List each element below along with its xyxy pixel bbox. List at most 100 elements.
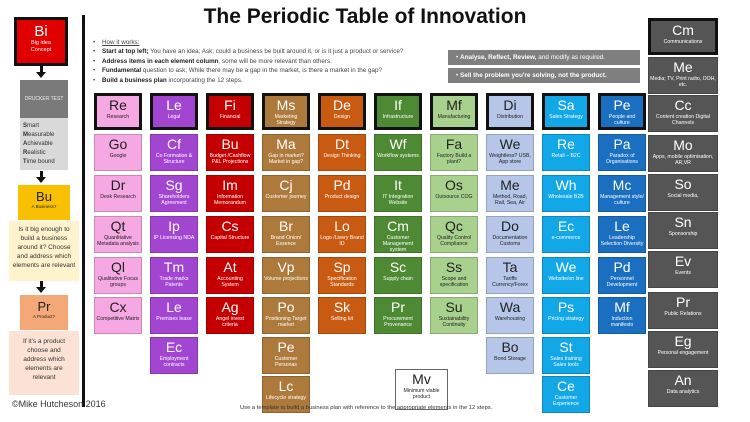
tile-cm: Cm Communications: [648, 18, 718, 55]
tile-tm: Tm Trade marks Patents: [150, 257, 198, 294]
footer-note: Use a template to build a business plan …: [240, 405, 493, 411]
tile-pe: Pe People and culture: [598, 93, 646, 130]
tile-fi: Fi Financial: [206, 93, 254, 130]
banner-analyse: • Analyse, Reflect, Review, and modify a…: [448, 50, 640, 65]
tile-pr: Pr Public Relations: [648, 292, 718, 329]
tile-cx: Cx Competitive Matrix: [94, 297, 142, 334]
tile-lc: Lc Lifecycle strategy: [262, 376, 310, 413]
tile-lo: Lo Logo /Livery Brand ID: [318, 216, 366, 253]
tile-cj: Cj Customer journey: [262, 175, 310, 212]
tile-bu: Bu Budget /Cashflow P&L Projections: [206, 134, 254, 171]
tile-cc: Cc Content creation Digital Channels: [648, 95, 718, 132]
business-note: Is it big enough to build a business aro…: [9, 221, 79, 281]
arrow-down-icon: [36, 72, 46, 78]
tile-pd: Pd Product design: [318, 175, 366, 212]
tile-mo: Mo Apps, mobile optimisation, AR,VR: [648, 135, 718, 172]
tile-wf: Wf Workflow systems: [374, 134, 422, 171]
tile-le: Le Leadership Selection Diversity: [598, 216, 646, 253]
tile-mf: Mf Induction manifesto: [598, 297, 646, 334]
drucker-item: Achievable: [23, 141, 53, 147]
tile-ps: Ps Pricing strategy: [542, 297, 590, 334]
drucker-smart-list: Smart Measurable Achievable Realistic Time b…: [20, 118, 68, 170]
tile-ce: Ce Customer Experience: [542, 376, 590, 413]
tile-ec: Ec e-commerce: [542, 216, 590, 253]
tile-pe: Pe Customer Personas: [262, 337, 310, 374]
tile-di: Di Distribution: [486, 93, 534, 130]
how-item: Address items in each element column, so…: [93, 57, 453, 67]
tile-sg: Sg Shareholders Agreement: [150, 175, 198, 212]
tile-so: So Social media,: [648, 174, 718, 211]
how-item: Start at top left; You have an idea; Ask…: [93, 47, 453, 57]
tile-an: An Data analytics: [648, 370, 718, 407]
how-item: Build a business plan incorporating the …: [93, 76, 453, 86]
tile-re: Re Retail – B2C: [542, 134, 590, 171]
tile-pd: Pd Personnel Development: [598, 257, 646, 294]
tile-pa: Pa Paradox of Organisations: [598, 134, 646, 171]
arrow-down-icon: [36, 287, 46, 293]
tile-sc: Sc Supply chain: [374, 257, 422, 294]
drucker-item: Time bound: [23, 159, 55, 165]
divider-line: [82, 15, 85, 407]
tile-we: We Weightless? USB, App store: [486, 134, 534, 171]
tile-sa: Sa Sales Strategy: [542, 93, 590, 130]
tile-su: Su Sustainability Continuity: [430, 297, 478, 334]
product-note: If it's a product choose and address whi…: [9, 331, 79, 395]
tile-it: It IT Integration Website: [374, 175, 422, 212]
tile-wh: Wh Wholesale B2B: [542, 175, 590, 212]
page-title: The Periodic Table of Innovation: [203, 5, 527, 28]
tile-ev: Ev Events: [648, 251, 718, 288]
tile-ss: Ss Scope and specification: [430, 257, 478, 294]
tile-at: At Accounting System: [206, 257, 254, 294]
drucker-item: Measurable: [23, 132, 55, 138]
how-heading: How it works:: [102, 39, 140, 46]
tile-mc: Mc Management style/ culture: [598, 175, 646, 212]
drucker-item: Realistic: [23, 150, 46, 156]
tile-cf: Cf Co Formation & Structure: [150, 134, 198, 171]
tile-ag: Ag Angel invest criteria: [206, 297, 254, 334]
tile-po: Po Positioning Target market: [262, 297, 310, 334]
business-tile: Bu A Business?: [18, 185, 70, 220]
drucker-test-header: DRUCKER TEST: [20, 80, 68, 118]
tile-le: Le Premises lease: [150, 297, 198, 334]
tile-st: St Sales training Sales tools: [542, 337, 590, 374]
tile-pr: Pr Procurement Provenance: [374, 297, 422, 334]
tile-fa: Fa Factory Build a plant?: [430, 134, 478, 171]
drucker-item: Smart: [23, 123, 40, 129]
tile-qc: Qc Quality Control Compliance: [430, 216, 478, 253]
tile-me: Me Method, Road, Rail, Sea, Air: [486, 175, 534, 212]
tile-qt: Qt Quantitative Metadata analysis: [94, 216, 142, 253]
tile-sn: Sn Sponsorship: [648, 212, 718, 249]
tile-le: Le Legal: [150, 93, 198, 130]
tile-os: Os Outsource COG: [430, 175, 478, 212]
tile-cs: Cs Capital Structure: [206, 216, 254, 253]
tile-ms: Ms Marketing Strategy: [262, 93, 310, 130]
tile-ma: Ma Gap in market? Market in gap?: [262, 134, 310, 171]
tile-re: Re Research: [94, 93, 142, 130]
tile-ta: Ta Tariffs Currency/Forex: [486, 257, 534, 294]
big-idea-tile: Bi Big idea Concept: [14, 17, 68, 66]
tile-sk: Sk Selling kit: [318, 297, 366, 334]
tile-me: Me Media; TV, Print radio, OOH, etc.: [648, 57, 718, 94]
tile-we: We Website/on line: [542, 257, 590, 294]
how-it-works: How it works: Start at top left; You hav…: [93, 38, 453, 85]
tile-dt: Dt Design Thinking: [318, 134, 366, 171]
product-tile: Pr A Product?: [20, 295, 68, 330]
tile-im: Im Information Memorandum: [206, 175, 254, 212]
tile-mv: Mv Minimum viable product: [395, 369, 448, 410]
tile-vp: Vp Volume projections: [262, 257, 310, 294]
tile-de: De Design: [318, 93, 366, 130]
tile-sp: Sp Specification Standards: [318, 257, 366, 294]
tile-br: Br Brand Onion/ Essence: [262, 216, 310, 253]
tile-cm: Cm Customer Management system: [374, 216, 422, 253]
tile-go: Go Google: [94, 134, 142, 171]
tile-ec: Ec Employment contracts: [150, 337, 198, 374]
tile-if: If Infrastructure: [374, 93, 422, 130]
tile-mf: Mf Manufacturing: [430, 93, 478, 130]
tile-ip: Ip IP Licensing NDA: [150, 216, 198, 253]
tile-bo: Bo Bond Storage: [486, 337, 534, 374]
tile-dr: Dr Desk Research: [94, 175, 142, 212]
arrow-down-icon: [36, 177, 46, 183]
tile-do: Do Documentation Customs: [486, 216, 534, 253]
copyright: ©Mike Hutcheson 2016: [12, 399, 106, 409]
banner-sell: • Sell the problem you're solving, not t…: [448, 68, 640, 83]
